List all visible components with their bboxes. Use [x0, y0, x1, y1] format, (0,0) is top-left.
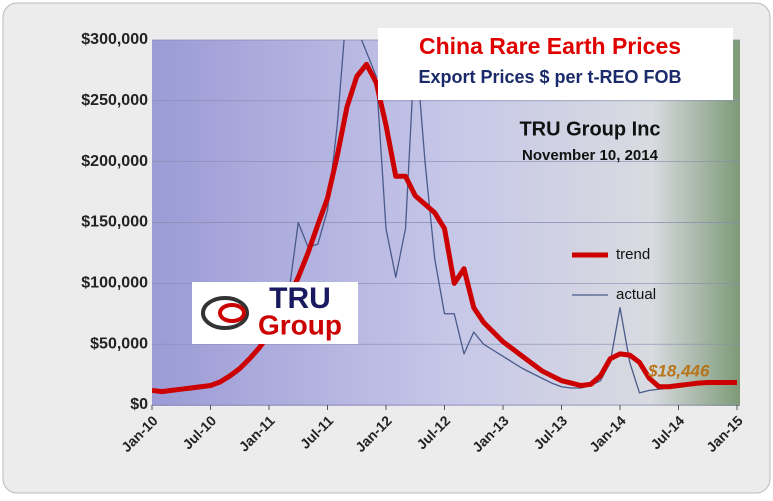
legend-label: actual [616, 286, 656, 303]
logo-icon [218, 303, 246, 323]
y-tick-label: $300,000 [81, 31, 148, 48]
y-tick-label: $150,000 [81, 214, 148, 231]
logo-text: TRU [269, 282, 331, 315]
logo-text: Group [258, 309, 342, 340]
chart-subtitle: Export Prices $ per t-REO FOB [418, 67, 681, 87]
annotation: November 10, 2014 [522, 147, 659, 164]
chart-title: China Rare Earth Prices [419, 33, 681, 59]
annotation: TRU Group Inc [519, 118, 660, 140]
y-tick-label: $100,000 [81, 275, 148, 292]
y-tick-label: $0 [130, 396, 148, 413]
legend-label: trend [616, 246, 650, 263]
y-tick-label: $250,000 [81, 92, 148, 109]
series-line [152, 61, 737, 395]
y-tick-label: $50,000 [90, 335, 148, 352]
value-annotation: $18,446 [647, 361, 710, 380]
title-box [378, 28, 733, 100]
logo-icon [201, 296, 249, 330]
y-tick-label: $200,000 [81, 153, 148, 170]
